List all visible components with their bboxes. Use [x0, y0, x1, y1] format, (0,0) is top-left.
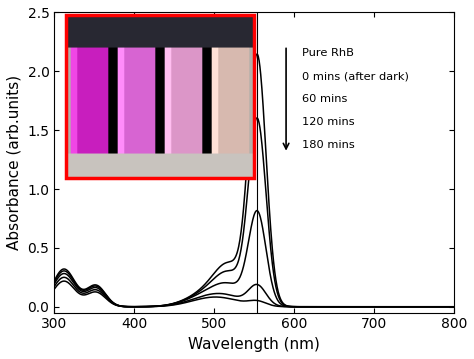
- Y-axis label: Absorbance (arb.units): Absorbance (arb.units): [7, 75, 22, 250]
- Text: Pure RhB: Pure RhB: [302, 48, 354, 59]
- Text: 120 mins: 120 mins: [302, 117, 355, 127]
- Text: 180 mins: 180 mins: [302, 140, 355, 150]
- Text: 60 mins: 60 mins: [302, 94, 347, 104]
- X-axis label: Wavelength (nm): Wavelength (nm): [188, 337, 320, 352]
- Text: 0 mins (after dark): 0 mins (after dark): [302, 71, 409, 81]
